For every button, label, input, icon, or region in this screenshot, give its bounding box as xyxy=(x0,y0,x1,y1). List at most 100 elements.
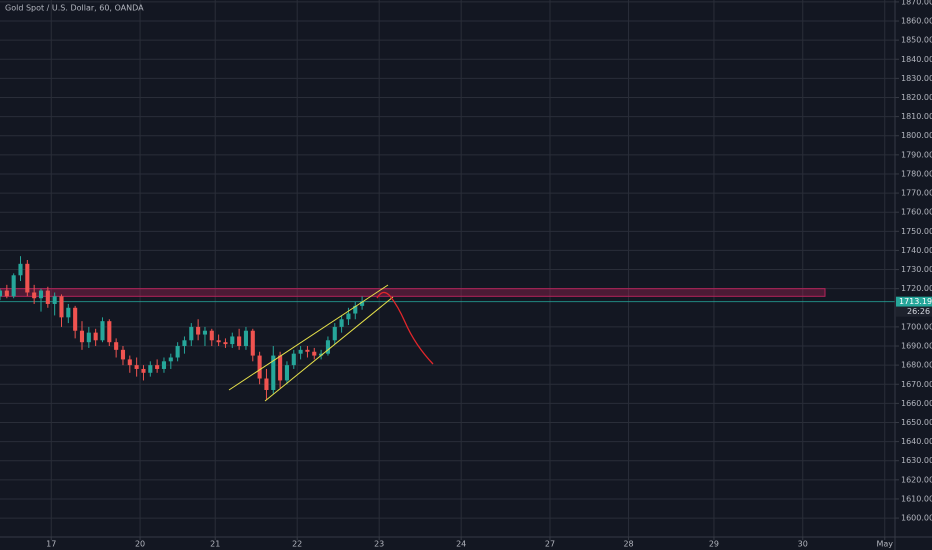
candle-body xyxy=(223,342,228,345)
candles xyxy=(0,256,365,400)
y-tick-label: 1830.000 xyxy=(901,74,932,83)
candle-body xyxy=(305,349,310,352)
x-tick-label: 28 xyxy=(623,540,633,549)
candle-body xyxy=(332,326,337,341)
candle-body xyxy=(216,340,221,343)
overlay xyxy=(0,288,895,303)
candle-body xyxy=(52,296,57,304)
candle-body xyxy=(278,355,283,381)
candle-body xyxy=(168,357,173,362)
candle-body xyxy=(86,332,91,343)
x-tick-label: 29 xyxy=(709,540,719,549)
candle-body xyxy=(93,332,98,341)
candle-body xyxy=(114,342,119,350)
candle-body xyxy=(243,330,249,347)
candle-body xyxy=(18,263,23,276)
candle-body xyxy=(11,275,16,297)
last-price-tag xyxy=(896,296,932,307)
axes: 1600.000 1610.000 1620.000 1630.000 1640.000… xyxy=(46,0,932,549)
candle-body xyxy=(250,330,255,356)
candle-body xyxy=(291,353,296,366)
y-tick-label: 1610.000 xyxy=(901,494,932,503)
y-tick-label: 1630.000 xyxy=(901,456,932,465)
last-price-label: 1713.193 xyxy=(899,297,932,306)
candle-body xyxy=(319,353,324,356)
candle-body xyxy=(209,330,214,341)
y-tick-label: 1620.000 xyxy=(901,475,932,484)
candle-body xyxy=(182,340,187,347)
countdown-tag xyxy=(896,306,932,317)
y-tick-label: 1750.000 xyxy=(901,227,932,236)
x-tick-label: 17 xyxy=(46,540,56,549)
y-tick-label: 1650.000 xyxy=(901,418,932,427)
candle-body xyxy=(59,296,64,318)
x-tick-label: 30 xyxy=(798,540,808,549)
y-tick-label: 1700.000 xyxy=(901,322,932,331)
y-tick-label: 1790.000 xyxy=(901,150,932,159)
candle-body xyxy=(0,290,3,297)
candle-body xyxy=(339,319,344,327)
x-tick-label: 20 xyxy=(135,540,145,549)
candle-body xyxy=(4,290,9,297)
candle-body xyxy=(38,290,44,299)
x-tick-label: 21 xyxy=(210,540,220,549)
candle-body xyxy=(353,305,358,314)
channel-line xyxy=(228,284,389,391)
x-tick-label: 22 xyxy=(292,540,302,549)
chart-title: Gold Spot / U.S. Dollar, 60, OANDA xyxy=(5,4,144,13)
candle-body xyxy=(325,340,330,354)
y-tick-label: 1740.000 xyxy=(901,246,932,255)
candle-body xyxy=(312,351,317,356)
x-tick-label: May xyxy=(876,540,893,549)
candle-body xyxy=(284,365,289,381)
candle-body xyxy=(230,336,235,345)
y-tick-label: 1670.000 xyxy=(901,380,932,389)
drawings xyxy=(228,284,434,402)
candle-body xyxy=(298,349,303,354)
y-tick-label: 1870.000 xyxy=(901,0,932,6)
candle-body xyxy=(148,365,153,373)
candle-body xyxy=(237,336,242,347)
candle-body xyxy=(141,368,146,373)
candle-body xyxy=(100,321,105,341)
candle-body xyxy=(32,292,37,299)
candle-body xyxy=(120,349,126,360)
candle-body xyxy=(107,321,112,343)
y-tick-label: 1720.000 xyxy=(901,284,932,293)
candle-body xyxy=(264,378,269,390)
candle-body xyxy=(134,365,139,369)
y-tick-label: 1690.000 xyxy=(901,342,932,351)
y-tick-label: 1840.000 xyxy=(901,55,932,64)
candle-body xyxy=(189,326,194,341)
candle-body xyxy=(196,326,201,335)
y-tick-label: 1660.000 xyxy=(901,399,932,408)
candle-body xyxy=(271,355,276,390)
countdown-label: 26:26 xyxy=(907,307,930,316)
y-tick-label: 1600.000 xyxy=(901,514,932,523)
y-tick-label: 1850.000 xyxy=(901,36,932,45)
grid xyxy=(0,0,895,537)
candle-body xyxy=(79,330,85,343)
candle-body xyxy=(25,263,30,293)
y-tick-label: 1820.000 xyxy=(901,93,932,102)
candle-body xyxy=(127,359,132,366)
candle-body xyxy=(161,361,167,369)
y-tick-label: 1860.000 xyxy=(901,17,932,26)
candle-body xyxy=(346,313,351,320)
projection-curve xyxy=(376,291,434,365)
candle-body xyxy=(73,307,78,331)
channel-line xyxy=(264,296,394,402)
y-tick-label: 1800.000 xyxy=(901,131,932,140)
y-tick-label: 1760.000 xyxy=(901,208,932,217)
candle-body xyxy=(155,365,160,369)
candle-body xyxy=(45,290,50,304)
candle-body xyxy=(66,307,71,318)
x-tick-label: 23 xyxy=(374,540,384,549)
candle-body xyxy=(175,346,180,358)
resistance-zone xyxy=(0,288,826,297)
x-tick-label: 24 xyxy=(456,540,466,549)
y-tick-label: 1640.000 xyxy=(901,437,932,446)
y-tick-label: 1780.000 xyxy=(901,169,932,178)
